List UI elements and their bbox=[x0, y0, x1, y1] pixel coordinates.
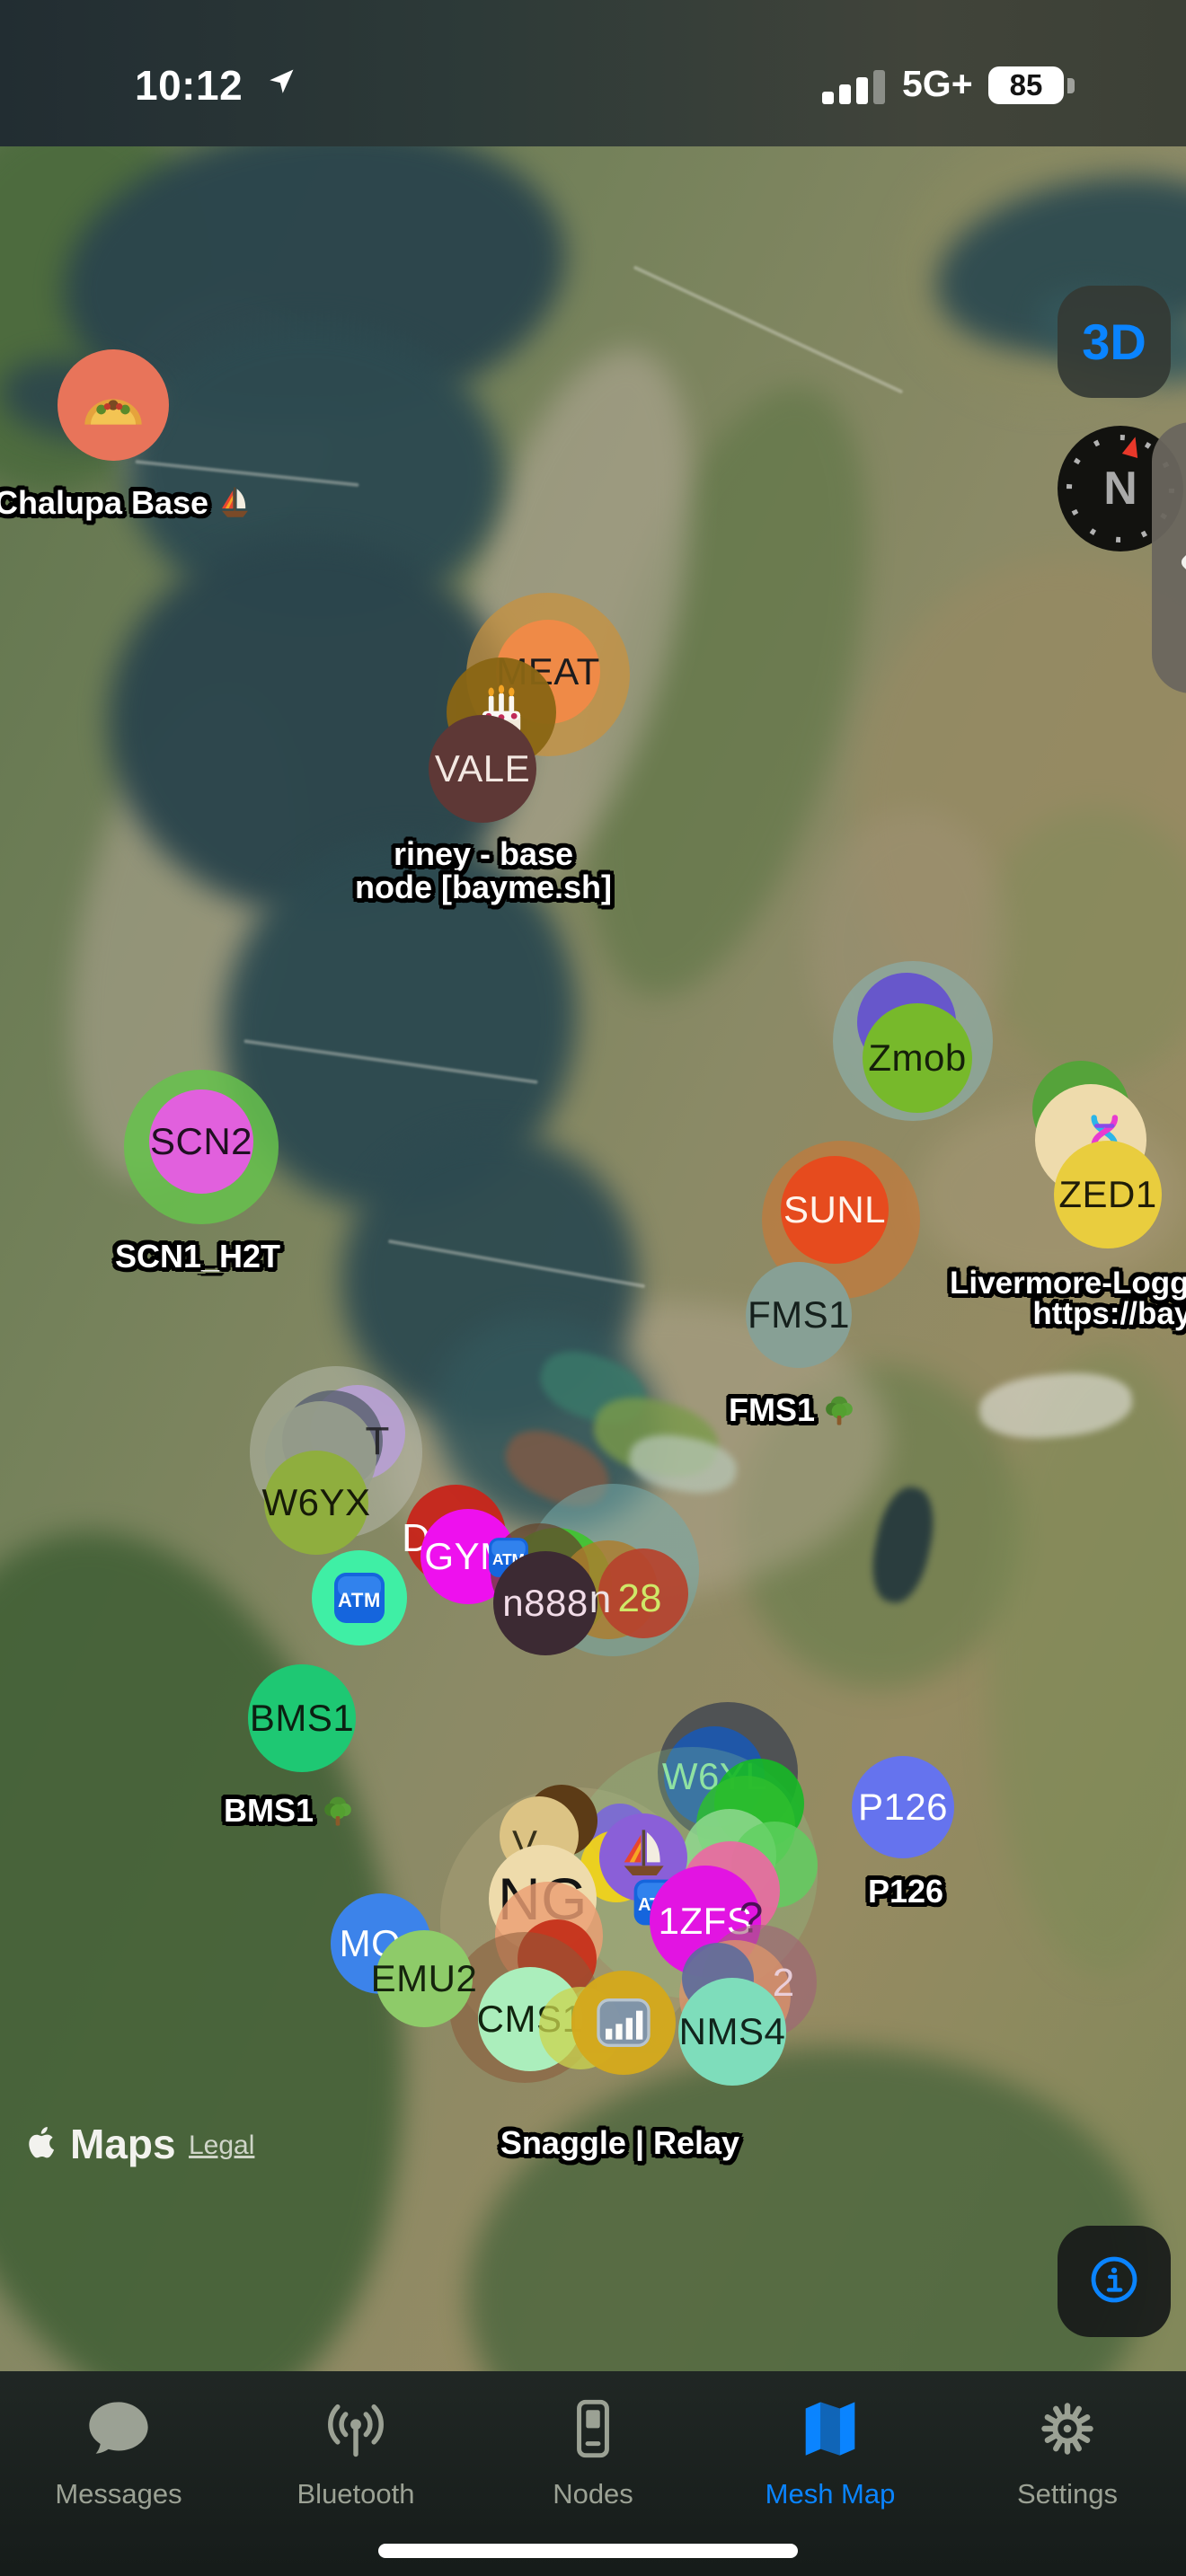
map-canvas[interactable]: MEAT VALE Zmob SCN2 SUNL FMS1 ZED1 T W6YX D GYM ATM… bbox=[0, 146, 1186, 2371]
3d-label: 3D bbox=[1082, 313, 1146, 370]
glyph-t: T bbox=[365, 1419, 390, 1463]
label-riney-1: riney - base bbox=[393, 835, 574, 872]
node-vale[interactable]: VALE bbox=[429, 715, 536, 823]
map-info-button[interactable] bbox=[1058, 2226, 1171, 2337]
node-zmob[interactable]: Zmob bbox=[863, 1003, 972, 1113]
tab-messages[interactable]: Messages bbox=[0, 2371, 237, 2576]
battery-nub bbox=[1067, 78, 1075, 93]
node-sunl[interactable]: SUNL bbox=[781, 1156, 889, 1264]
tab-bar: Messages Bluetooth Nodes Mesh Map Settings bbox=[0, 2371, 1186, 2576]
label-bms1: BMS1 bbox=[224, 1792, 355, 1830]
label-snaggle: Snaggle | Relay bbox=[500, 2124, 740, 2161]
node-emu2[interactable]: EMU2 bbox=[371, 1930, 477, 2027]
tab-label: Bluetooth bbox=[296, 2478, 415, 2510]
node-chalupa[interactable] bbox=[58, 349, 169, 461]
tab-settings[interactable]: Settings bbox=[949, 2371, 1186, 2576]
status-bar: 10:12 5G+ 85 bbox=[0, 0, 1186, 146]
label-chalupa: Chalupa Base bbox=[0, 484, 253, 522]
label-scn1: SCN1_H2T bbox=[114, 1238, 281, 1275]
tab-nodes[interactable]: Nodes bbox=[474, 2371, 712, 2576]
tab-bluetooth[interactable]: Bluetooth bbox=[237, 2371, 474, 2576]
label-riney-2: node [bayme.sh] bbox=[354, 869, 613, 905]
tab-label: Settings bbox=[1016, 2478, 1118, 2510]
gear-icon bbox=[1033, 2395, 1102, 2467]
battery-percent: 85 bbox=[1009, 68, 1043, 101]
glyph-2: 2 bbox=[772, 1961, 795, 2005]
3d-mode-button[interactable]: 3D bbox=[1058, 286, 1171, 398]
label-fms1: FMS1 bbox=[729, 1391, 856, 1429]
legal-link[interactable]: Legal bbox=[189, 2130, 255, 2160]
maps-attribution: Maps bbox=[22, 2120, 176, 2168]
network-type: 5G+ bbox=[902, 63, 973, 104]
node-n888[interactable]: n888 bbox=[493, 1551, 597, 1655]
node-bms1[interactable]: BMS1 bbox=[248, 1664, 356, 1772]
tab-mesh-map[interactable]: Mesh Map bbox=[712, 2371, 949, 2576]
tab-label: Messages bbox=[55, 2478, 182, 2510]
glyph-28: 28 bbox=[617, 1576, 662, 1620]
svg-text:ATM: ATM bbox=[338, 1589, 381, 1611]
map-icon bbox=[796, 2395, 864, 2467]
chat-bubble-icon bbox=[84, 2395, 153, 2467]
tab-label: Nodes bbox=[553, 2478, 633, 2510]
node-p126[interactable]: P126 bbox=[852, 1756, 954, 1858]
maps-brand-label: Maps bbox=[70, 2121, 176, 2167]
location-arrow-icon bbox=[266, 66, 296, 101]
node-w6yx[interactable]: W6YX bbox=[261, 1451, 370, 1555]
info-icon bbox=[1088, 2254, 1140, 2310]
node-signal[interactable] bbox=[571, 1971, 676, 2075]
glyph-n: n bbox=[589, 1577, 612, 1621]
node-atm[interactable]: ATM bbox=[312, 1550, 407, 1645]
antenna-icon bbox=[322, 2395, 390, 2467]
disc-rust bbox=[598, 1548, 688, 1638]
chevron-left-icon bbox=[1161, 519, 1186, 610]
side-panel-handle[interactable] bbox=[1152, 422, 1186, 693]
label-livermore-2: https://bayme. bbox=[1032, 1296, 1186, 1331]
compass-north-label: N bbox=[1103, 463, 1137, 515]
home-indicator[interactable] bbox=[378, 2544, 798, 2558]
node-zed1[interactable]: ZED1 bbox=[1054, 1141, 1162, 1248]
radio-icon bbox=[559, 2395, 627, 2467]
cellular-signal-icon bbox=[822, 68, 892, 104]
tab-label: Mesh Map bbox=[765, 2478, 896, 2510]
status-time: 10:12 bbox=[135, 62, 243, 109]
label-livermore-1: Livermore-Logge bbox=[950, 1266, 1186, 1301]
node-nms4[interactable]: NMS4 bbox=[678, 1978, 786, 2086]
label-p126: P126 bbox=[867, 1873, 944, 1910]
node-fms1[interactable]: FMS1 bbox=[746, 1262, 852, 1368]
apple-logo-icon bbox=[22, 2122, 61, 2166]
node-scn2[interactable]: SCN2 bbox=[149, 1090, 253, 1194]
battery-indicator: 85 bbox=[988, 66, 1064, 104]
